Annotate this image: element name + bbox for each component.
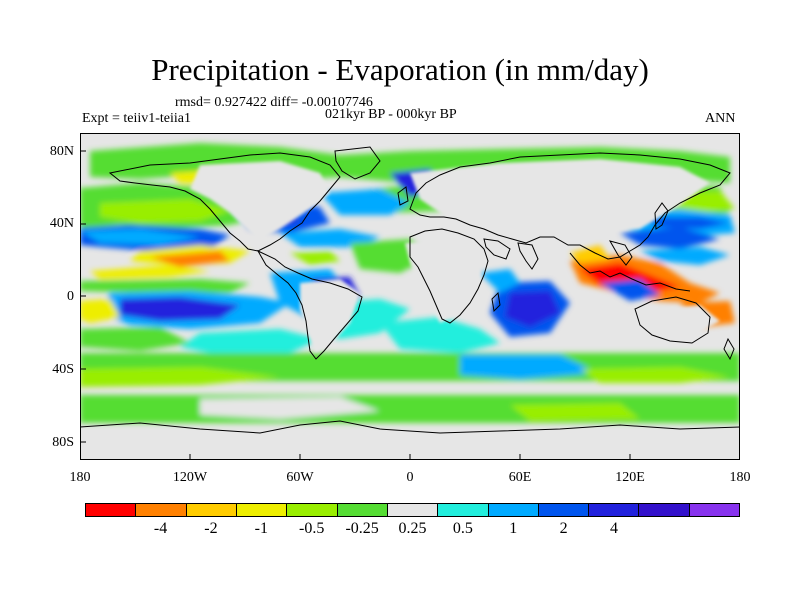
- colorbar-swatch: [287, 504, 338, 516]
- coastlines: [80, 146, 740, 434]
- y-tick-label: 0: [67, 289, 74, 304]
- colorbar-swatch: [589, 504, 640, 516]
- colorbar-swatch: [136, 504, 187, 516]
- field-shading: [80, 143, 740, 423]
- colorbar-label: -0.5: [299, 520, 325, 537]
- colorbar-swatch: [438, 504, 489, 516]
- colorbar-swatch: [689, 504, 740, 516]
- colorbar-swatch: [538, 504, 590, 516]
- map-panel: [80, 133, 740, 460]
- colorbar-label: -1: [254, 520, 268, 537]
- colorbar: [85, 503, 740, 517]
- precip-evap-map: [80, 133, 740, 460]
- y-tick-label: 40N: [49, 216, 74, 231]
- colorbar-label: 1: [509, 520, 518, 537]
- colorbar-swatch: [337, 504, 388, 516]
- colorbar-label: 0.25: [398, 520, 427, 537]
- colorbar-label: -0.25: [345, 520, 379, 537]
- x-tick-label: 120E: [615, 470, 645, 485]
- colorbar-label: 4: [610, 520, 619, 537]
- stats-line: rmsd= 0.927422 diff= -0.00107746: [175, 95, 373, 110]
- colorbar-swatch: [488, 504, 539, 516]
- plot-title: Precipitation - Evaporation (in mm/day): [151, 52, 649, 87]
- y-tick-label: 40S: [52, 362, 74, 377]
- colorbar-swatch: [387, 504, 439, 516]
- colorbar-label: -4: [153, 520, 168, 537]
- colorbar-label: 0.5: [452, 520, 473, 537]
- x-tick-label: 120W: [172, 470, 208, 485]
- x-tick-label: 180: [69, 470, 91, 485]
- period-label: 021kyr BP - 000kyr BP: [325, 107, 457, 122]
- colorbar-swatch: [236, 504, 288, 516]
- season-label: ANN: [705, 111, 736, 126]
- colorbar-label: 2: [559, 520, 568, 537]
- y-tick-label: 80S: [52, 435, 74, 450]
- x-tick-label: 60E: [508, 470, 532, 485]
- land-interiors: [190, 159, 720, 353]
- x-tick-label: 180: [729, 470, 751, 485]
- map-ticks: [80, 150, 631, 460]
- x-tick-label: 0: [406, 470, 414, 485]
- experiment-label: Expt = teiiv1-teiia1: [82, 111, 191, 126]
- colorbar-swatch: [86, 504, 137, 516]
- colorbar-swatch: [639, 504, 690, 516]
- y-tick-label: 80N: [49, 144, 74, 159]
- x-tick-label: 60W: [286, 470, 314, 485]
- colorbar-swatch: [186, 504, 237, 516]
- colorbar-label: -2: [204, 520, 218, 537]
